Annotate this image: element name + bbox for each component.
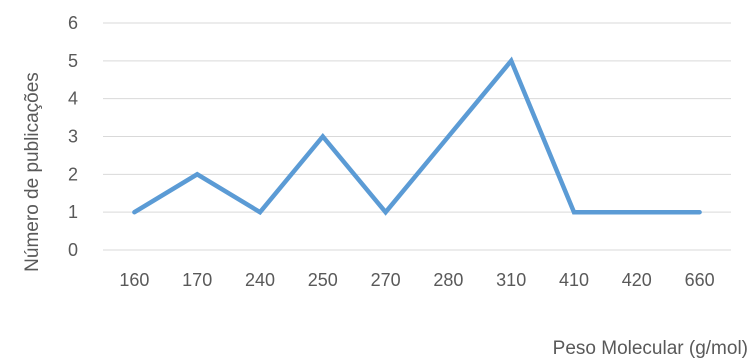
y-tick-label: 2 — [68, 164, 78, 184]
x-axis-tick-labels: 160 170 240 250 270 280 310 410 420 660 — [119, 270, 714, 290]
y-tick-label: 3 — [68, 127, 78, 147]
y-axis-tick-labels: 0 1 2 3 4 5 6 — [68, 13, 78, 260]
series-layer — [132, 56, 702, 216]
series-line-0 — [132, 56, 702, 216]
y-tick-label: 5 — [68, 51, 78, 71]
y-tick-label: 6 — [68, 13, 78, 33]
y-tick-label: 0 — [68, 240, 78, 260]
x-tick-label: 250 — [308, 270, 338, 290]
x-axis-title: Peso Molecular (g/mol) — [553, 338, 748, 359]
x-tick-label: 310 — [496, 270, 526, 290]
x-tick-label: 240 — [245, 270, 275, 290]
x-tick-label: 660 — [685, 270, 715, 290]
x-tick-label: 410 — [559, 270, 589, 290]
x-tick-label: 270 — [371, 270, 401, 290]
y-axis-title: Número de publicações — [22, 72, 43, 272]
y-tick-label: 4 — [68, 89, 78, 109]
x-tick-label: 160 — [119, 270, 149, 290]
x-tick-label: 170 — [182, 270, 212, 290]
y-tick-label: 1 — [68, 202, 78, 222]
x-tick-label: 420 — [622, 270, 652, 290]
x-tick-label: 280 — [433, 270, 463, 290]
gridlines — [103, 22, 731, 251]
